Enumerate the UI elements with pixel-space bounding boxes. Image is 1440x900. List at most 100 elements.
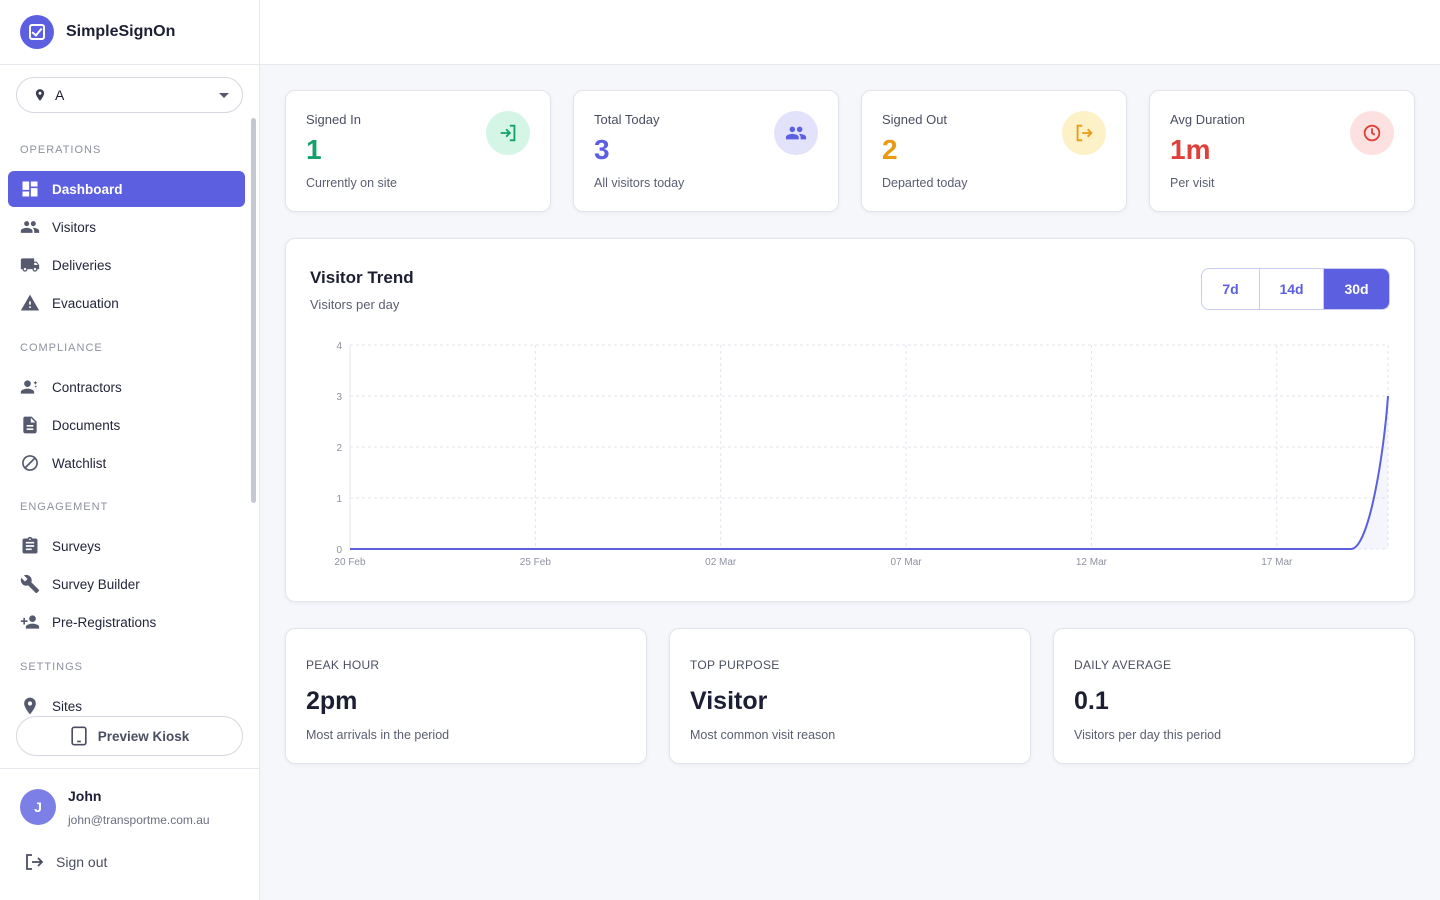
sign-out-icon <box>26 854 44 870</box>
warning-icon <box>20 294 40 311</box>
x-tick-label: 12 Mar <box>1076 557 1108 568</box>
sidebar-item-label: Survey Builder <box>52 576 140 592</box>
stat-subtitle: All visitors today <box>594 176 685 190</box>
range-toggle: 7d 14d 30d <box>1201 268 1390 310</box>
tablet-icon <box>71 726 87 746</box>
info-card-daily-average: DAILY AVERAGE 0.1 Visitors per day this … <box>1053 628 1415 764</box>
y-tick-label: 3 <box>336 392 342 403</box>
sidebar-item-pre-registrations[interactable]: Pre-Registrations <box>8 604 245 640</box>
stat-card-signed-out: Signed Out 2 Departed today <box>861 90 1127 212</box>
y-tick-label: 2 <box>336 443 342 454</box>
sidebar-item-label: Pre-Registrations <box>52 614 157 630</box>
user-area: J John john@transportme.com.au Sign out <box>0 768 259 900</box>
y-tick-label: 1 <box>336 494 342 505</box>
people-icon <box>774 111 818 155</box>
sidebar: SimpleSignOn A OPERATIONS Dashboard Visi… <box>0 0 260 900</box>
sidebar-item-label: Documents <box>52 417 121 433</box>
chart-title: Visitor Trend <box>310 268 414 287</box>
x-tick-label: 25 Feb <box>520 557 552 568</box>
section-label-settings: SETTINGS <box>20 661 84 673</box>
sidebar-item-survey-builder[interactable]: Survey Builder <box>8 566 245 602</box>
sidebar-item-evacuation[interactable]: Evacuation <box>8 285 245 321</box>
user-name: John <box>68 788 102 804</box>
block-icon <box>22 455 38 471</box>
contractor-icon <box>20 380 38 394</box>
location-pin-icon <box>24 697 36 715</box>
stat-card-total-today: Total Today 3 All visitors today <box>573 90 839 212</box>
info-card-top-purpose: TOP PURPOSE Visitor Most common visit re… <box>669 628 1031 764</box>
info-card-peak-hour: PEAK HOUR 2pm Most arrivals in the perio… <box>285 628 647 764</box>
range-14d-button[interactable]: 14d <box>1259 269 1323 309</box>
section-label-compliance: COMPLIANCE <box>20 342 103 354</box>
chart-subtitle: Visitors per day <box>310 297 400 312</box>
chevron-down-icon <box>219 93 229 98</box>
stat-value: 1 <box>306 134 322 165</box>
site-select-value: A <box>55 87 65 103</box>
stat-value: 3 <box>594 134 610 165</box>
info-value: 0.1 <box>1074 687 1109 715</box>
clock-icon <box>1350 111 1394 155</box>
sidebar-nav: OPERATIONS Dashboard Visitors Deliveries… <box>0 118 258 718</box>
info-subtitle: Most arrivals in the period <box>306 728 450 742</box>
info-label: DAILY AVERAGE <box>1074 658 1172 672</box>
range-30d-button[interactable]: 30d <box>1323 269 1389 309</box>
sign-out-icon <box>1062 111 1106 155</box>
x-tick-label: 20 Feb <box>334 557 366 568</box>
sidebar-item-label: Sites <box>52 698 83 714</box>
sidebar-item-visitors[interactable]: Visitors <box>8 209 245 245</box>
sidebar-item-label: Contractors <box>52 379 122 395</box>
sidebar-item-label: Watchlist <box>52 455 107 471</box>
series-line <box>350 395 1389 550</box>
y-tick-label: 4 <box>336 341 342 352</box>
sidebar-scrollbar[interactable] <box>251 118 256 503</box>
sidebar-item-dashboard[interactable]: Dashboard <box>8 171 245 207</box>
sign-out-button[interactable]: Sign out <box>24 853 107 871</box>
sidebar-item-contractors[interactable]: Contractors <box>8 369 245 405</box>
sidebar-item-sites[interactable]: Sites <box>8 688 245 718</box>
stat-title: Total Today <box>594 112 660 127</box>
section-label-engagement: ENGAGEMENT <box>20 501 109 513</box>
sidebar-item-watchlist[interactable]: Watchlist <box>8 445 245 481</box>
brand: SimpleSignOn <box>0 0 259 65</box>
dashboard-icon <box>22 181 38 197</box>
stat-title: Signed Out <box>882 112 948 127</box>
stat-value: 1m <box>1170 134 1211 165</box>
x-tick-label: 02 Mar <box>705 557 737 568</box>
stat-card-avg-duration: Avg Duration 1m Per visit <box>1149 90 1415 212</box>
sidebar-item-deliveries[interactable]: Deliveries <box>8 247 245 283</box>
stat-value: 2 <box>882 134 898 165</box>
preview-kiosk-label: Preview Kiosk <box>97 728 190 744</box>
stat-card-signed-in: Signed In 1 Currently on site <box>285 90 551 212</box>
info-value: Visitor <box>690 687 768 715</box>
sidebar-item-label: Visitors <box>52 219 97 235</box>
sign-in-icon <box>486 111 530 155</box>
section-label-operations: OPERATIONS <box>20 144 102 156</box>
stat-subtitle: Per visit <box>1170 176 1215 190</box>
clipboard-icon <box>22 536 38 554</box>
sidebar-item-label: Surveys <box>52 538 101 554</box>
document-icon <box>23 416 37 434</box>
range-7d-button[interactable]: 7d <box>1222 281 1239 297</box>
sidebar-item-documents[interactable]: Documents <box>8 407 245 443</box>
avatar[interactable]: J <box>20 789 56 825</box>
stat-subtitle: Departed today <box>882 176 968 190</box>
person-add-icon <box>20 615 40 629</box>
sidebar-item-label: Dashboard <box>52 181 123 197</box>
site-select[interactable]: A <box>16 77 243 113</box>
top-bar <box>260 0 1440 65</box>
sidebar-item-surveys[interactable]: Surveys <box>8 528 245 564</box>
truck-icon <box>20 258 40 272</box>
sidebar-item-label: Deliveries <box>52 257 112 273</box>
wrench-icon <box>20 574 40 594</box>
sidebar-item-label: Evacuation <box>52 295 119 311</box>
preview-kiosk-button[interactable]: Preview Kiosk <box>16 716 243 756</box>
people-icon <box>20 221 40 233</box>
info-subtitle: Most common visit reason <box>690 728 836 742</box>
x-tick-label: 07 Mar <box>891 557 923 568</box>
info-subtitle: Visitors per day this period <box>1074 728 1222 742</box>
info-label: TOP PURPOSE <box>690 658 780 672</box>
info-value: 2pm <box>306 687 358 715</box>
stat-title: Signed In <box>306 112 361 127</box>
stat-title: Avg Duration <box>1170 112 1245 127</box>
app-name: SimpleSignOn <box>66 23 176 40</box>
